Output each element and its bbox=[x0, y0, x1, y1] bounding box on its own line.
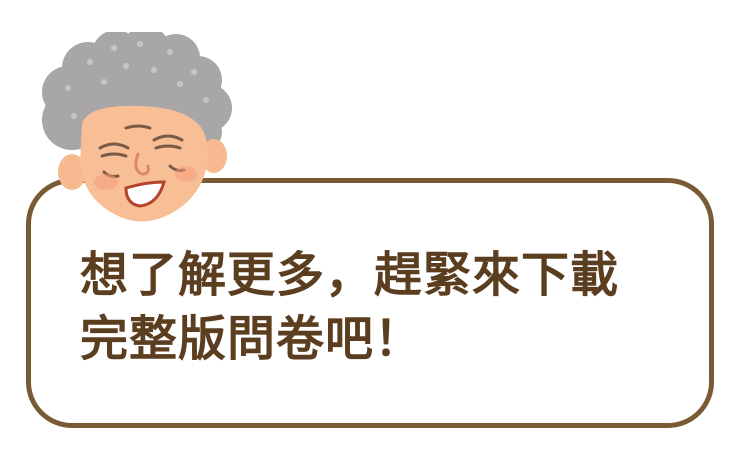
grandmother-icon bbox=[42, 32, 232, 222]
callout-message: 想了解更多，趕緊來下載 完整版問卷吧！ bbox=[80, 243, 700, 371]
callout-line-1: 想了解更多，趕緊來下載 bbox=[80, 247, 620, 303]
callout-line-2: 完整版問卷吧！ bbox=[80, 311, 424, 367]
